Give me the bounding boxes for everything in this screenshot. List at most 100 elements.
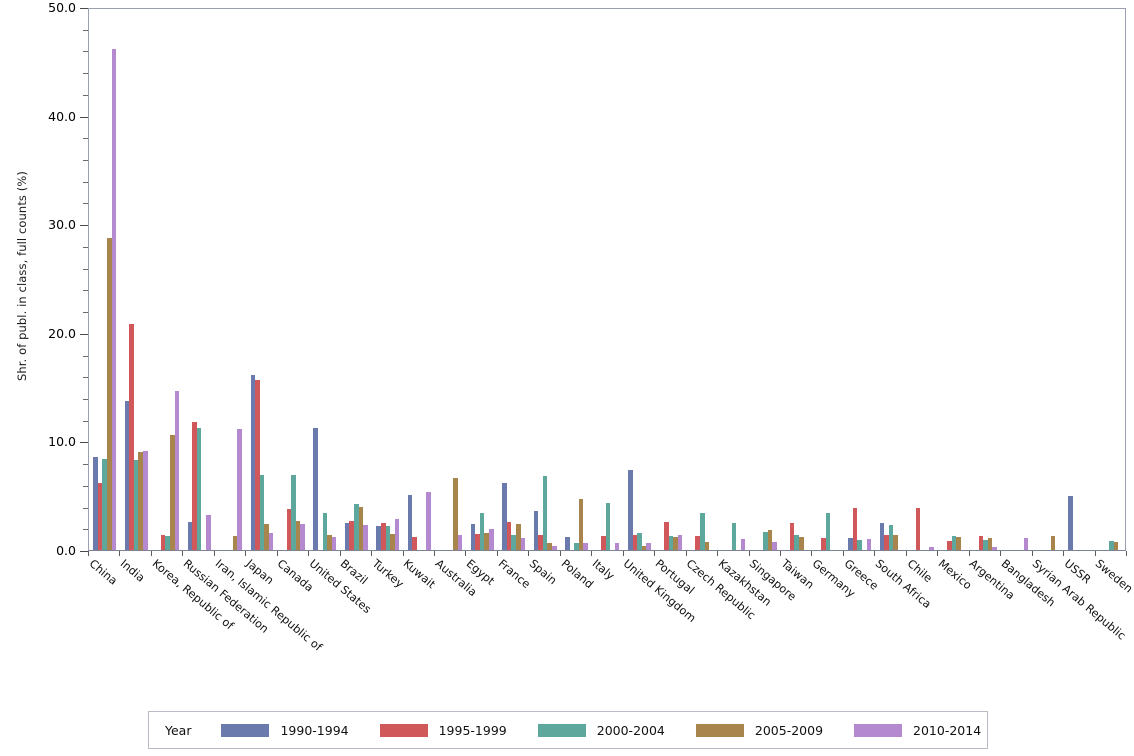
legend-entries: 1990-1994 1995-1999 2000-2004 2005-2009 2010…: [221, 723, 1012, 738]
x-tick-label: Mexico: [935, 557, 975, 593]
legend-color-swatch: [854, 723, 903, 737]
bar: [1108, 541, 1114, 550]
y-tick-mark: [80, 333, 88, 335]
x-tick-mark: [496, 551, 498, 556]
bar: [772, 542, 777, 550]
y-tick-label: 40.0: [48, 108, 76, 124]
x-tick-mark: [434, 551, 435, 556]
bar: [232, 535, 238, 550]
bar: [511, 534, 516, 550]
legend-entry[interactable]: 1990-1994: [221, 723, 349, 738]
bar: [992, 546, 997, 550]
bar: [358, 506, 364, 550]
bar: [515, 523, 521, 550]
bar: [852, 507, 858, 550]
y-tick-minor: [83, 420, 88, 422]
bar: [884, 534, 889, 550]
bar: [789, 522, 795, 550]
bar: [888, 525, 894, 550]
bar: [646, 543, 651, 550]
x-tick-mark: [245, 551, 247, 556]
x-tick-label: Poland: [558, 557, 596, 592]
bar: [947, 541, 952, 550]
bar: [286, 508, 292, 550]
x-tick-label: Sweden: [1092, 557, 1134, 596]
y-tick-minor: [83, 377, 88, 379]
x-tick-mark: [1126, 551, 1127, 556]
bar: [250, 375, 256, 550]
x-tick-mark: [654, 551, 656, 556]
x-tick-mark: [276, 551, 278, 556]
bar: [187, 521, 193, 550]
bar: [457, 534, 463, 550]
bar: [583, 543, 589, 550]
bar: [740, 539, 746, 550]
x-tick-mark: [717, 551, 719, 556]
bar: [1023, 538, 1029, 550]
x-tick-mark: [1094, 551, 1096, 556]
x-tick-mark: [308, 551, 310, 556]
bar: [731, 522, 737, 550]
bar: [484, 532, 490, 550]
legend: Year 1990-1994 1995-1999 2000-2004 2005-200…: [148, 711, 988, 749]
bar: [664, 521, 669, 550]
bar: [331, 536, 337, 550]
bar: [605, 503, 611, 550]
bar: [475, 533, 480, 550]
bar: [673, 536, 678, 550]
bar: [547, 543, 552, 550]
bar: [376, 526, 381, 550]
bar: [956, 536, 961, 550]
bar: [390, 533, 395, 550]
bar: [1068, 495, 1073, 550]
y-tick-mark: [80, 116, 88, 118]
legend-entry[interactable]: 2000-2004: [537, 722, 665, 738]
legend-label: 2000-2004: [596, 722, 665, 738]
x-tick-mark: [150, 551, 152, 556]
legend-entry[interactable]: 2005-2009: [695, 723, 823, 738]
bar: [259, 475, 265, 550]
bar: [700, 513, 705, 550]
y-tick-minor: [83, 398, 88, 400]
x-tick-mark: [905, 551, 907, 556]
x-tick-label: Turkey: [369, 557, 406, 591]
y-tick-minor: [83, 355, 88, 357]
y-axis-title: Shr. of publ. in class, full counts (%): [15, 171, 29, 381]
bar: [704, 542, 710, 550]
bar: [407, 494, 413, 550]
legend-entry[interactable]: 1995-1999: [379, 723, 507, 738]
bar: [363, 525, 368, 550]
bar: [453, 478, 458, 550]
bar: [825, 513, 831, 550]
x-tick-mark: [780, 551, 781, 556]
bar: [93, 456, 98, 550]
legend-color-swatch: [221, 723, 270, 737]
x-tick-mark: [119, 551, 121, 556]
bar: [470, 523, 476, 550]
x-tick-mark: [968, 551, 970, 556]
bar: [291, 475, 296, 550]
bar: [879, 522, 885, 550]
bar: [192, 421, 197, 550]
y-tick-minor: [83, 138, 88, 140]
x-tick-mark: [748, 551, 750, 556]
bar: [380, 522, 386, 550]
bar: [632, 534, 638, 550]
bar: [133, 459, 139, 550]
legend-entry[interactable]: 2010-2014: [854, 723, 981, 738]
bar: [978, 535, 984, 550]
bar: [520, 538, 526, 550]
x-tick-mark: [591, 551, 593, 556]
x-tick-mark: [622, 551, 624, 556]
x-tick-mark: [1031, 551, 1033, 556]
bar: [205, 515, 211, 550]
bar: [196, 428, 202, 550]
x-tick-mark: [528, 551, 530, 556]
bar: [327, 534, 332, 550]
bar: [929, 546, 935, 550]
legend-label: 2010-2014: [913, 722, 982, 738]
x-tick-label: France: [495, 557, 533, 592]
x-tick-mark: [842, 551, 844, 556]
x-tick-label: India: [117, 557, 148, 585]
